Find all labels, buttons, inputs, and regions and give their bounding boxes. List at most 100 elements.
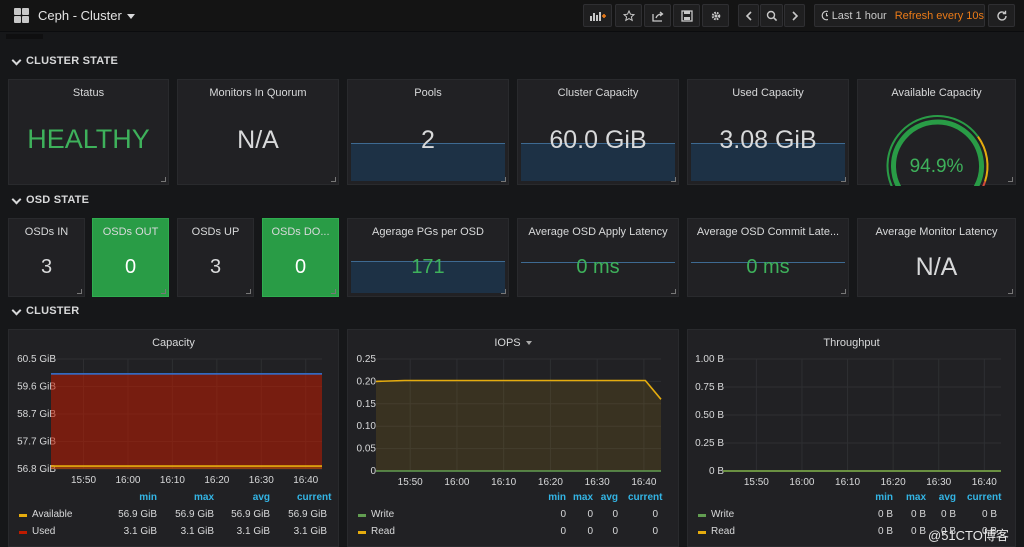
y-tick-label: 0.25 <box>357 354 377 365</box>
x-tick-label: 15:50 <box>744 477 769 488</box>
legend-header-min[interactable]: min <box>548 492 566 503</box>
legend-header-avg[interactable]: avg <box>938 492 956 503</box>
x-tick-label: 16:00 <box>444 477 469 488</box>
available-capacity-panel[interactable]: Available Capacity 94.9% <box>857 79 1016 186</box>
iops-graph-panel[interactable]: IOPS 0.25 0.20 0.15 0.10 0.05 0 15:50 16:00 16:1… <box>347 329 679 547</box>
add-panel-button[interactable] <box>583 4 612 27</box>
legend-header-current[interactable]: current <box>628 492 663 503</box>
x-tick-label: 16:20 <box>538 477 563 488</box>
legend-series-name[interactable]: Read <box>711 526 735 537</box>
legend-swatch <box>698 514 706 517</box>
resize-handle[interactable] <box>841 177 846 182</box>
gauge-threshold-red <box>982 181 987 186</box>
time-back-button[interactable] <box>738 4 759 27</box>
x-tick-label: 16:30 <box>926 477 951 488</box>
row-osd-state[interactable]: OSD STATE <box>12 194 89 206</box>
used-capacity-panel[interactable]: Used Capacity 3.08 GiB <box>687 79 849 185</box>
legend-series-name[interactable]: Write <box>711 509 735 520</box>
x-tick-label: 16:10 <box>835 477 860 488</box>
apply-latency-panel[interactable]: Average OSD Apply Latency 0 ms <box>517 218 679 297</box>
panel-title: Capacity <box>152 337 195 349</box>
refresh-button[interactable] <box>988 4 1015 27</box>
resize-handle[interactable] <box>246 289 251 294</box>
resize-handle[interactable] <box>331 177 336 182</box>
share-button[interactable] <box>644 4 671 27</box>
star-button[interactable] <box>615 4 642 27</box>
sparkline <box>351 261 505 293</box>
clock-icon <box>821 10 828 21</box>
dashboard-grid-icon[interactable] <box>14 8 29 23</box>
time-forward-button[interactable] <box>784 4 805 27</box>
chevron-left-icon <box>745 10 752 21</box>
panel-title: OSDs DO... <box>271 226 330 238</box>
capacity-graph-panel[interactable]: Capacity 60.5 GiB 59.6 GiB 58.7 GiB 57.7 Gi… <box>8 329 339 547</box>
legend-value: 0 B <box>940 526 956 537</box>
osds-out-panel[interactable]: OSDs OUT 0 <box>92 218 169 297</box>
y-tick-label: 1.00 B <box>695 354 724 365</box>
pools-panel[interactable]: Pools 2 <box>347 79 509 185</box>
monitor-latency-panel[interactable]: Average Monitor Latency N/A <box>857 218 1016 297</box>
x-tick-label: 16:00 <box>789 477 814 488</box>
legend-value: 0 <box>587 509 593 520</box>
legend-value: 0 B <box>981 509 997 520</box>
settings-button[interactable] <box>702 4 729 27</box>
legend-header-current[interactable]: current <box>967 492 1002 503</box>
panel-title: Average Monitor Latency <box>875 226 998 238</box>
status-panel[interactable]: Status HEALTHY <box>8 79 169 185</box>
share-icon <box>651 10 664 22</box>
zoom-out-button[interactable] <box>760 4 783 27</box>
time-picker-button[interactable]: Last 1 hour Refresh every 10s <box>814 4 985 27</box>
legend-series-name[interactable]: Used <box>32 526 56 537</box>
save-icon <box>680 9 693 22</box>
osds-down-panel[interactable]: OSDs DO... 0 <box>262 218 339 297</box>
pools-value: 2 <box>421 126 435 154</box>
cluster-capacity-panel[interactable]: Cluster Capacity 60.0 GiB <box>517 79 679 185</box>
legend-header-current[interactable]: current <box>297 492 332 503</box>
resize-handle[interactable] <box>161 177 166 182</box>
osds-up-panel[interactable]: OSDs UP 3 <box>177 218 254 297</box>
throughput-graph-panel[interactable]: Throughput 1.00 B 0.75 B 0.50 B 0.25 B 0 B 15… <box>687 329 1016 547</box>
legend-value: 56.9 GiB <box>118 509 157 520</box>
legend-header-min[interactable]: min <box>875 492 893 503</box>
legend-swatch <box>19 514 27 517</box>
legend-header-max[interactable]: max <box>905 492 926 503</box>
resize-handle[interactable] <box>331 289 336 294</box>
osds-down-value: 0 <box>294 256 307 278</box>
legend-series-name[interactable]: Available <box>32 509 73 520</box>
avg-pgs-panel[interactable]: Agerage PGs per OSD 171 <box>347 218 509 297</box>
legend-value: 3.1 GiB <box>236 526 270 537</box>
commit-latency-value: 0 ms <box>746 256 790 278</box>
legend-header-max[interactable]: max <box>193 492 214 503</box>
resize-handle[interactable] <box>501 177 506 182</box>
save-button[interactable] <box>673 4 700 27</box>
chevron-down-icon <box>126 14 135 20</box>
legend-header-max[interactable]: max <box>572 492 593 503</box>
legend-swatch <box>358 531 366 534</box>
resize-handle[interactable] <box>1008 177 1013 182</box>
row-cluster-state[interactable]: CLUSTER STATE <box>12 55 118 67</box>
resize-handle[interactable] <box>1008 289 1013 294</box>
legend-swatch <box>19 531 27 534</box>
x-tick-label: 16:20 <box>204 475 229 486</box>
legend-header-min[interactable]: min <box>139 492 157 503</box>
resize-handle[interactable] <box>77 289 82 294</box>
legend-series-name[interactable]: Write <box>371 509 395 520</box>
sparkline <box>351 143 505 181</box>
monitors-panel[interactable]: Monitors In Quorum N/A <box>177 79 339 185</box>
commit-latency-panel[interactable]: Average OSD Commit Late... 0 ms <box>687 218 849 297</box>
resize-handle[interactable] <box>161 289 166 294</box>
dashboard-picker[interactable]: Ceph - Cluster <box>38 8 135 23</box>
row-cluster[interactable]: CLUSTER <box>12 305 79 317</box>
legend-series-name[interactable]: Read <box>371 526 395 537</box>
legend-header-avg[interactable]: avg <box>600 492 618 503</box>
resize-handle[interactable] <box>501 289 506 294</box>
status-value: HEALTHY <box>27 124 150 154</box>
resize-handle[interactable] <box>671 289 676 294</box>
resize-handle[interactable] <box>841 289 846 294</box>
resize-handle[interactable] <box>671 177 676 182</box>
panel-title-menu[interactable]: IOPS <box>348 337 678 349</box>
legend-header-avg[interactable]: avg <box>252 492 270 503</box>
panel-title: Monitors In Quorum <box>209 87 307 99</box>
osds-in-panel[interactable]: OSDs IN 3 <box>8 218 85 297</box>
legend-value: 0 <box>652 509 658 520</box>
